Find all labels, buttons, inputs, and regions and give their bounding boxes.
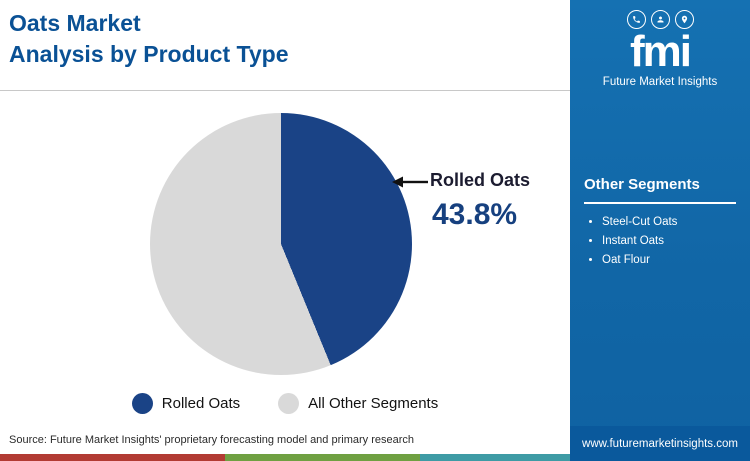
other-segments-underline <box>584 202 736 204</box>
legend: Rolled Oats All Other Segments <box>0 393 570 414</box>
legend-label: All Other Segments <box>308 395 439 412</box>
location-pin-icon <box>674 10 694 29</box>
legend-label: Rolled Oats <box>161 395 241 412</box>
phone-icon <box>626 10 646 29</box>
other-segments-heading: Other Segments <box>584 176 700 193</box>
strip-segment-teal <box>420 454 570 461</box>
strip-segment-red <box>0 454 225 461</box>
logo-icons-row <box>570 10 750 29</box>
other-segments-list: Steel-Cut Oats Instant Oats Oat Flour <box>584 216 736 266</box>
other-segments-section: Other Segments Steel-Cut Oats Instant Oa… <box>584 176 736 273</box>
sidebar: fmi Future Market Insights Other Segment… <box>570 0 750 461</box>
website-link[interactable]: www.futuremarketinsights.com <box>582 437 738 450</box>
header-divider <box>0 90 570 91</box>
fmi-logo: fmi Future Market Insights <box>570 10 750 88</box>
bottom-color-strip <box>0 454 570 461</box>
legend-item: Rolled Oats <box>131 393 241 414</box>
legend-dot-rolled-oats <box>131 393 153 414</box>
list-item: Steel-Cut Oats <box>602 216 736 228</box>
strip-segment-green <box>225 454 420 461</box>
page-title: Oats Market Analysis by Product Type <box>9 8 288 70</box>
pie-chart <box>150 113 412 375</box>
person-icon <box>650 10 670 29</box>
callout-value: 43.8% <box>432 198 518 231</box>
page-title-line2: Analysis by Product Type <box>9 41 289 68</box>
page-title-line1: Oats Market <box>9 10 141 36</box>
fmi-logo-subtitle: Future Market Insights <box>602 75 718 88</box>
fmi-logo-text: fmi <box>630 27 692 76</box>
source-note: Source: Future Market Insights' propriet… <box>9 434 414 446</box>
callout-arrow-icon <box>392 176 428 188</box>
website-bar: www.futuremarketinsights.com <box>570 426 750 461</box>
list-item: Oat Flour <box>602 254 736 266</box>
legend-dot-all-other-segments <box>278 393 300 414</box>
list-item: Instant Oats <box>602 235 736 247</box>
callout-label: Rolled Oats <box>430 170 531 190</box>
legend-item: All Other Segments <box>278 393 438 414</box>
